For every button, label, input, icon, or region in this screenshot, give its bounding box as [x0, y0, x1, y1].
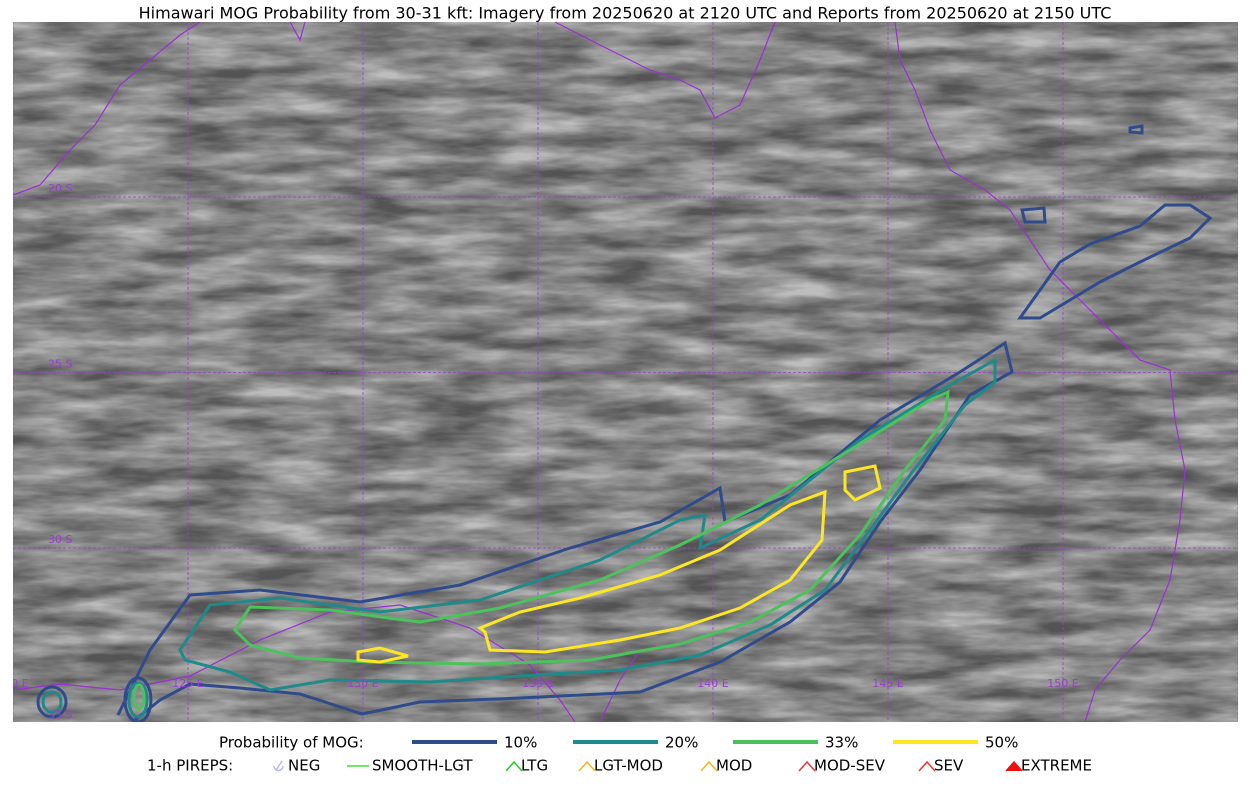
- legend-label: 20%: [665, 734, 698, 752]
- legend-label: MOD-SEV: [814, 757, 886, 775]
- legend-symbol: [700, 760, 718, 772]
- legend-label: 33%: [825, 734, 858, 752]
- legend-label: NEG: [288, 757, 320, 775]
- legend-symbol: [273, 760, 284, 772]
- legend-symbol: [918, 760, 936, 772]
- imagery-texture: [13, 22, 1238, 722]
- legend-symbol: [505, 760, 523, 772]
- lon-label: 150 E: [1047, 677, 1078, 690]
- title: Himawari MOG Probability from 30-31 kft:…: [139, 4, 1112, 23]
- lon-label: 140 E: [697, 677, 728, 690]
- graticule-labels: 120 E 125 E 130 E 135 E 140 E 145 E 150 E 20 S 2…: [0, 182, 1079, 722]
- lon-label: 130 E: [347, 677, 378, 690]
- lat-label: 35 S: [48, 709, 72, 722]
- legend-title: 1-h PIREPS:: [147, 757, 233, 775]
- lon-label: 125 E: [172, 677, 203, 690]
- lon-label: 135 E: [522, 677, 553, 690]
- coastlines: [13, 22, 1186, 722]
- legend-symbol: [798, 760, 816, 772]
- legend: Probability of MOG: 1-h PIREPS: 10% 20% 33…: [147, 734, 1092, 775]
- map: 120 E 125 E 130 E 135 E 140 E 145 E 150 E 20 S 2…: [0, 22, 1238, 722]
- lon-label: 145 E: [872, 677, 903, 690]
- legend-label: SEV: [934, 757, 964, 775]
- legend-title: Probability of MOG:: [219, 734, 364, 752]
- legend-label: EXTREME: [1021, 757, 1092, 775]
- lat-label: 20 S: [48, 182, 72, 195]
- mog-contours: [36, 124, 1213, 722]
- lat-label: 25 S: [48, 358, 72, 371]
- lon-label: 120 E: [0, 677, 29, 690]
- legend-symbol: [1005, 760, 1023, 772]
- legend-label: 10%: [504, 734, 537, 752]
- legend-label: LGT-MOD: [594, 757, 663, 775]
- legend-label: MOD: [716, 757, 752, 775]
- legend-label: 50%: [985, 734, 1018, 752]
- legend-symbol: [578, 760, 596, 772]
- legend-label: SMOOTH-LGT: [372, 757, 473, 775]
- lat-label: 30 S: [48, 533, 72, 546]
- legend-label: LTG: [521, 757, 548, 775]
